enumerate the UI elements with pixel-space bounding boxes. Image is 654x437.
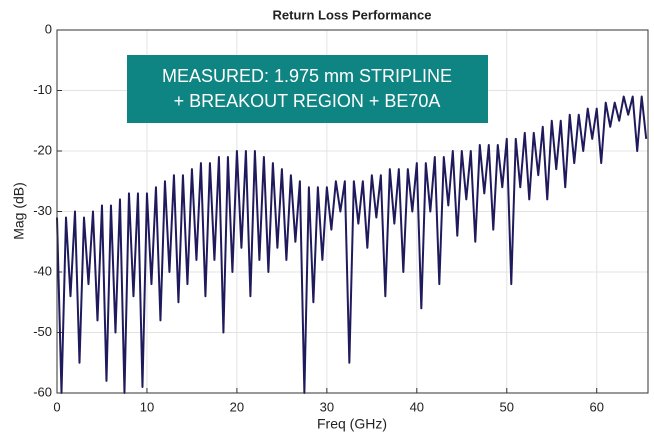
y-axis-label: Mag (dB): [11, 182, 27, 240]
plot-frame: [56, 29, 649, 394]
y-tick-label: -10: [33, 82, 52, 97]
y-tick-label: -60: [33, 384, 52, 399]
x-tick-label: 30: [320, 399, 334, 414]
x-tick-label: 40: [410, 399, 424, 414]
y-tick-label: 0: [45, 21, 52, 36]
x-axis-label: Freq (GHz): [317, 416, 387, 432]
x-tick-label: 10: [140, 399, 154, 414]
y-tick-label: -30: [33, 203, 52, 218]
x-tick-label: 60: [589, 399, 603, 414]
chart-title: Return Loss Performance: [273, 7, 432, 22]
x-tick-label: 20: [230, 399, 244, 414]
data-line: [56, 95, 648, 394]
annotation-text: MEASURED: 1.975 mm STRIPLINE: [162, 66, 452, 86]
y-tick-label: -40: [33, 263, 52, 278]
x-tick-label: 0: [53, 399, 60, 414]
annotation-text: + BREAKOUT REGION + BE70A: [174, 91, 441, 111]
annotation-box: [127, 55, 488, 123]
x-tick-label: 50: [500, 399, 514, 414]
y-tick-label: -50: [33, 324, 52, 339]
y-tick-label: -20: [33, 142, 52, 157]
